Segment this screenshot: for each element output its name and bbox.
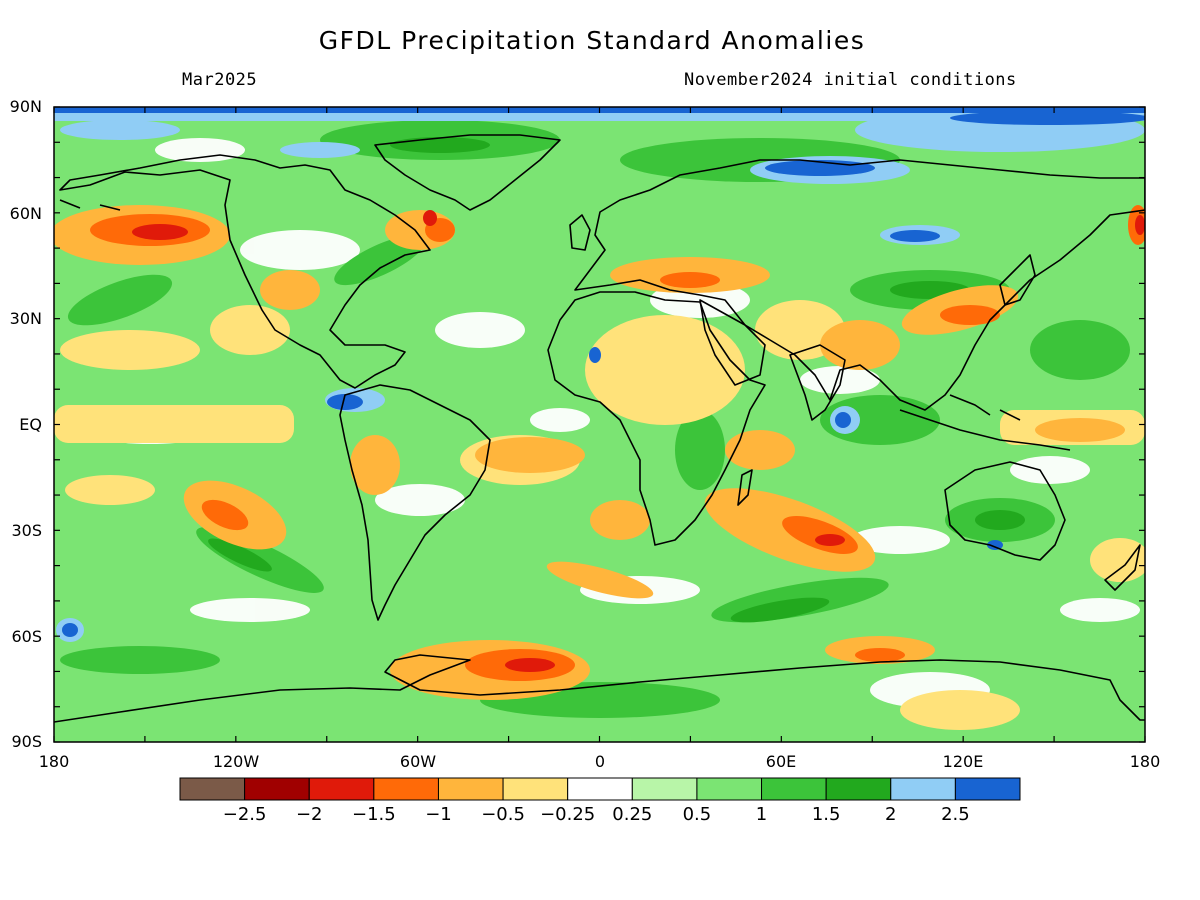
coast-japan [999,254,1036,306]
field-dry-moderate [54,205,1125,700]
colorbar-label: 0.25 [612,804,652,825]
colorbar-label: 1.5 [812,804,841,825]
axis-ticks [53,106,1146,743]
lat-label-60s: 60S [11,627,42,646]
lat-label-30s: 30S [11,521,42,540]
colorbar-swatch [825,777,892,801]
colorbar-swatch [373,777,439,801]
coast-south-america [339,384,491,621]
colorbar-label: −1.5 [352,804,396,825]
colorbar-swatch [437,777,504,801]
colorbar-label: −0.5 [481,804,525,825]
colorbar-label: 1 [756,804,767,825]
coast-uk [569,214,591,251]
valid-month-label: Mar2025 [182,70,258,90]
lon-label-60e: 60E [766,752,796,771]
colorbar-label: −2 [296,804,323,825]
colorbar-swatch [890,777,956,801]
colorbar-swatch [308,777,375,801]
colorbar-swatch [696,777,763,801]
coast-africa [547,291,766,546]
lon-label-180w: 180 [39,752,70,771]
lat-label-90n: 90N [10,97,42,116]
colorbar-swatch [761,777,827,801]
coast-antarctica [54,654,1145,723]
coast-australia [944,461,1066,561]
colorbar-swatch [179,777,246,801]
field-darkgreen-streaks [208,137,1025,623]
coast-north-america [59,154,431,389]
lon-label-0: 0 [595,752,605,771]
lon-label-120w: 120W [213,752,260,771]
colorbar-swatch [954,777,1021,801]
colorbar-label: 2 [885,804,896,825]
lon-label-180e: 180 [1130,752,1161,771]
colorbar-swatch [244,777,310,801]
colorbar-swatch [567,777,633,801]
coastlines [54,134,1145,723]
longitude-labels: 180 120W 60W 0 60E 120E 180 [39,752,1161,771]
lat-label-eq: EQ [19,415,42,434]
map-title: GFDL Precipitation Standard Anomalies [318,26,866,55]
colorbar-label: 0.5 [683,804,712,825]
lat-label-30n: 30N [10,309,42,328]
coast-madagascar [737,469,753,506]
coast-aleutians [59,199,121,211]
coast-india [789,344,846,421]
lon-label-60w: 60W [400,752,436,771]
field-dry-extreme [132,210,1145,672]
coast-new-zealand [1104,544,1141,591]
colorbar-label: −2.5 [223,804,267,825]
colorbar-swatch [502,777,569,801]
colorbar-label: −0.25 [540,804,595,825]
colorbar-label: 2.5 [941,804,970,825]
anomaly-field [54,107,1145,742]
coast-arabia [699,299,766,386]
coast-indonesia [899,394,1071,451]
lat-label-90s: 90S [11,732,42,751]
lat-label-60n: 60N [10,204,42,223]
colorbar-swatch [631,777,698,801]
init-conditions-label: November2024 initial conditions [684,70,1017,90]
coast-eurasia [574,159,1145,411]
lon-label-120e: 120E [943,752,984,771]
colorbar: −2.5 −2 −1.5 −1 −0.5 −0.25 0.25 0.5 1 1.5 2 2.5 [179,777,1021,825]
colorbar-label: −1 [425,804,452,825]
coast-greenland [374,134,561,211]
latitude-labels: 90N 60N 30N EQ 30S 60S 90S [10,97,42,751]
